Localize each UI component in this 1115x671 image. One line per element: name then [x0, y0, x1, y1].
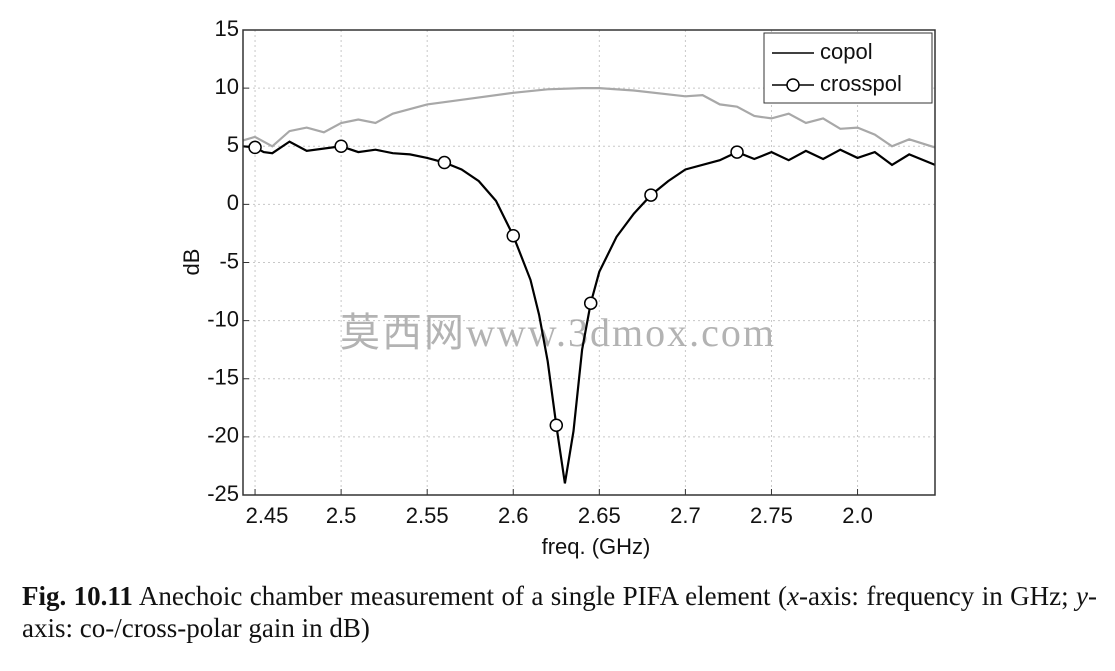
x-tick-label: 2.45: [246, 503, 289, 528]
x-tick-label: 2.65: [578, 503, 621, 528]
x-tick-label: 2.75: [750, 503, 793, 528]
y-tick-label: 10: [215, 74, 239, 99]
x-tick-label: 2.7: [670, 503, 701, 528]
caption-label: Fig. 10.11: [22, 581, 133, 611]
x-tick-label: 2.0: [842, 503, 873, 528]
marker: [248, 140, 262, 155]
caption-text: Anechoic chamber measurement of a single…: [138, 581, 787, 611]
y-tick-label: 5: [227, 132, 239, 157]
y-tick-label: -25: [207, 481, 239, 506]
caption: Fig. 10.11 Anechoic chamber measurement …: [22, 580, 1097, 644]
caption-text: y: [1076, 581, 1089, 611]
series-line: [242, 87, 936, 149]
marker: [437, 155, 452, 170]
caption-text: x: [786, 581, 799, 611]
x-axis-label: freq. (GHz): [542, 534, 651, 559]
chart: freq. (GHz) dB 2.45 2.5 2.55 2.6 2.65 2.7 2.75…: [179, 16, 936, 559]
x-tick-label: 2.6: [498, 503, 529, 528]
y-tick-label: -10: [207, 306, 239, 331]
marker: [644, 188, 658, 202]
marker: [549, 418, 564, 432]
plot-frame: [242, 29, 936, 496]
y-tick-label: 0: [227, 190, 239, 215]
y-axis-label: dB: [179, 249, 204, 276]
y-tick-label: -5: [219, 248, 239, 273]
x-tick-label: 2.55: [406, 503, 449, 528]
y-tick-label: 15: [215, 16, 239, 41]
legend-label: crosspol: [820, 71, 902, 96]
y-tick-label: -20: [207, 423, 239, 448]
watermark: 莫西网www.3dmox.com: [340, 310, 776, 355]
marker: [583, 296, 598, 310]
y-tick-label: -15: [207, 365, 239, 390]
series-line: [242, 140, 936, 484]
marker: [506, 229, 521, 243]
marker: [730, 145, 744, 159]
marker: [334, 139, 348, 153]
x-tick-label: 2.5: [326, 503, 357, 528]
legend-label: copol: [820, 39, 873, 64]
legend-marker: [786, 78, 800, 92]
caption-text: -axis: frequency in GHz;: [798, 581, 1077, 611]
caption-text: -axis: co-/cross-polar gain in dB): [22, 581, 1098, 643]
